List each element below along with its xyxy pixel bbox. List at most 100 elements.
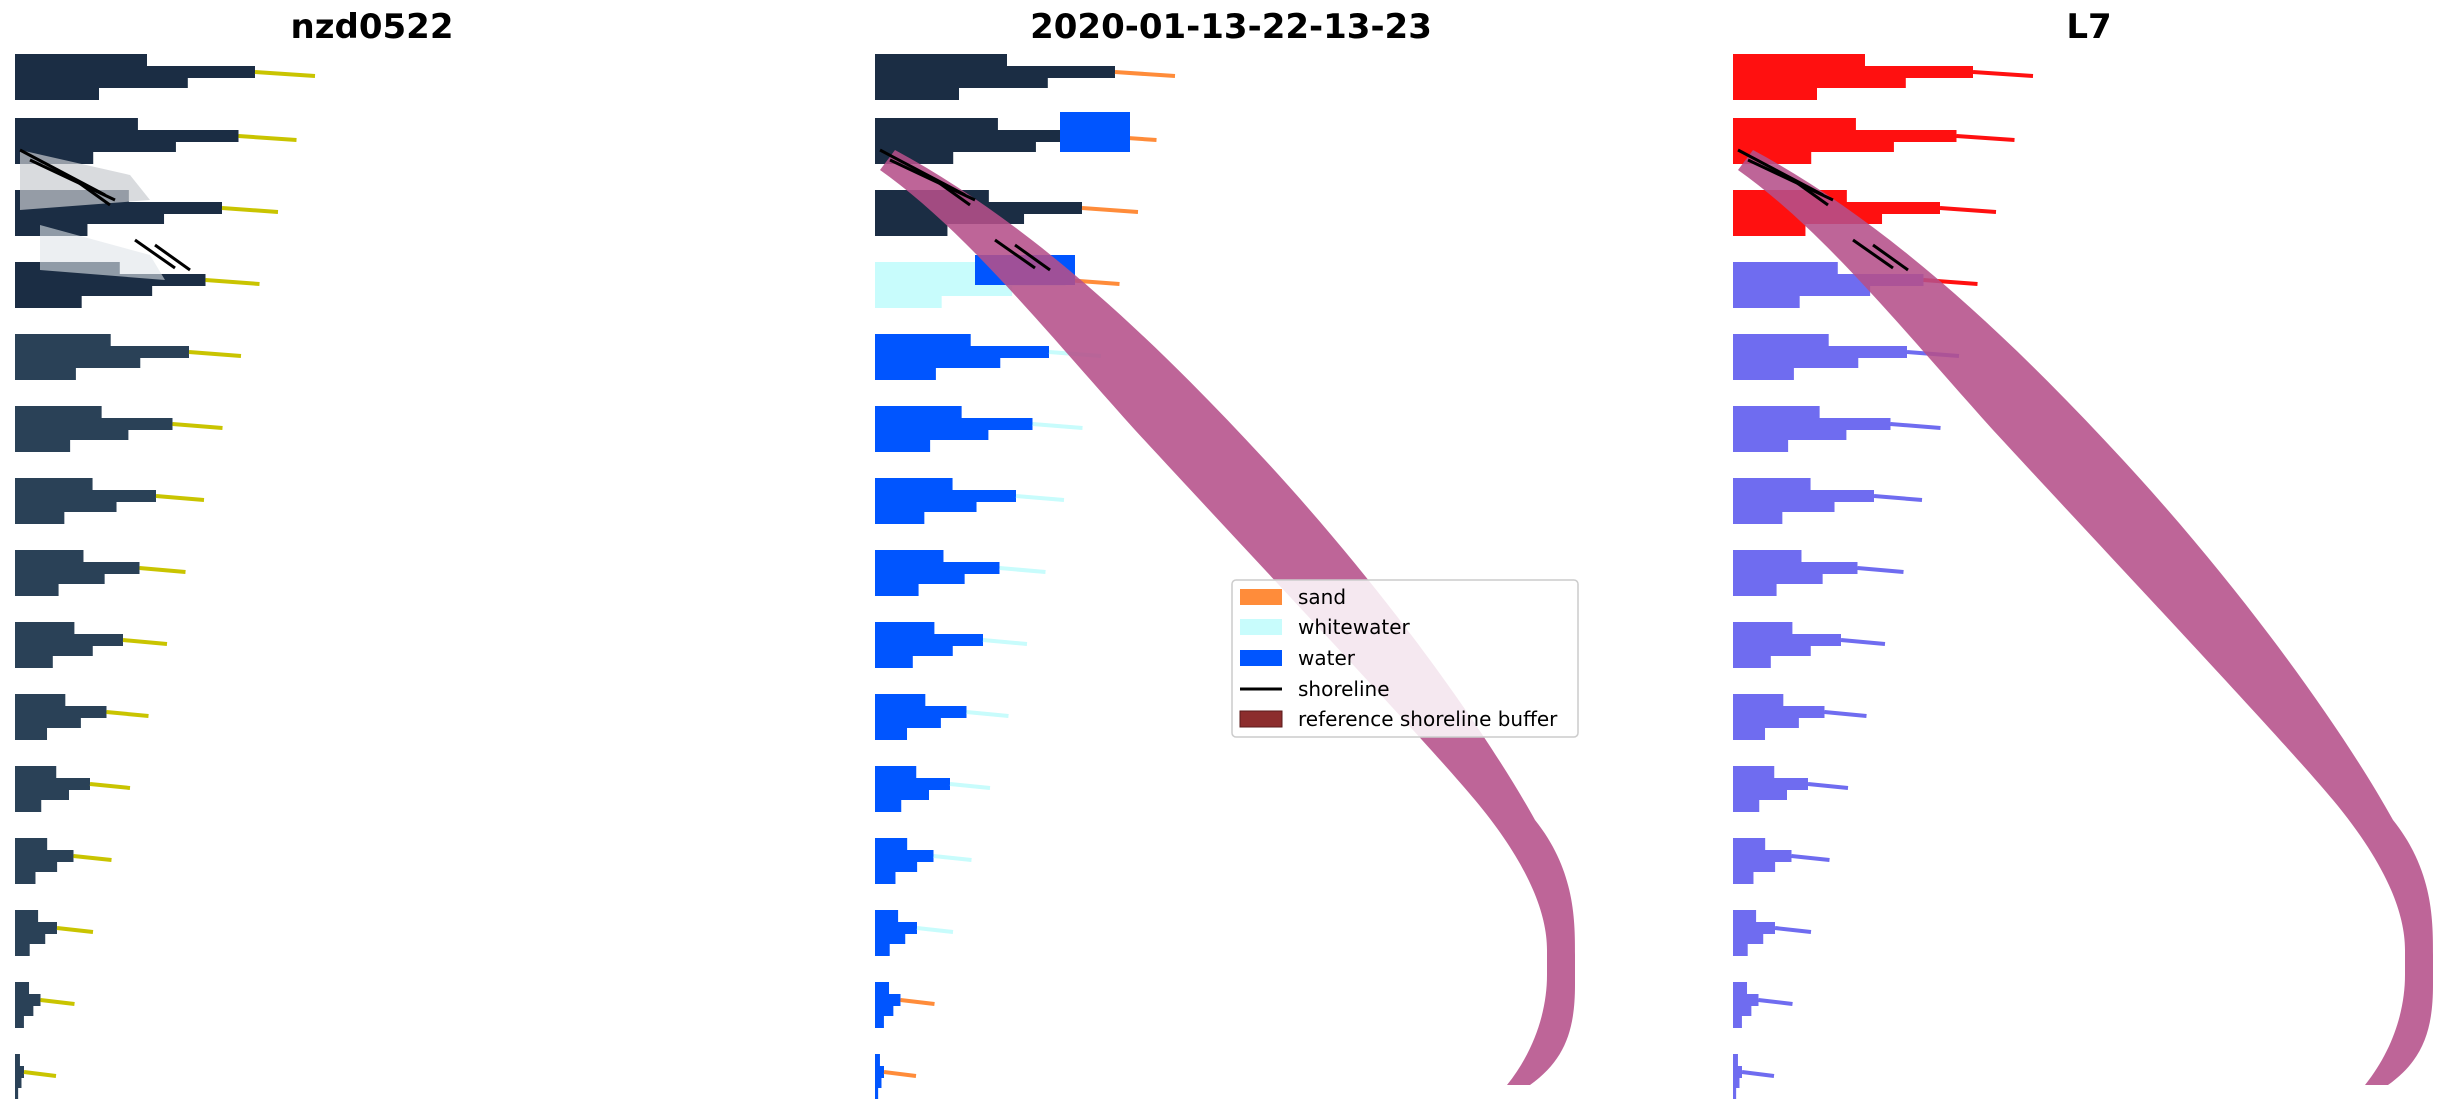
legend-buffer-label: reference shoreline buffer [1298, 707, 1558, 731]
rgb-strip [15, 694, 107, 740]
index-strip-tip [1791, 854, 1830, 862]
rgb-strip-tip [89, 782, 131, 790]
rgb-strip-tip [254, 70, 316, 78]
index-strip [1733, 406, 1891, 452]
index-strip [1733, 982, 1759, 1028]
legend-sand-swatch [1240, 589, 1282, 605]
legend-sand-label: sand [1298, 585, 1346, 609]
rgb-strip [15, 54, 255, 100]
shoreline-segment [934, 178, 971, 207]
class-strip [875, 334, 1049, 380]
index-strip-tip [1939, 206, 1997, 214]
class-strip [875, 406, 1033, 452]
rgb-strip-tip [221, 206, 279, 214]
panel-2-title: 2020-01-13-22-13-23 [1030, 7, 1432, 47]
class-strip [875, 766, 950, 812]
index-strip-tip [1741, 1070, 1775, 1078]
legend-buffer-swatch [1239, 710, 1283, 728]
index-strip [1733, 694, 1825, 740]
index-strip-tip [1890, 422, 1941, 430]
class-strip [875, 478, 1016, 524]
rgb-strip [15, 1054, 24, 1099]
shoreline-segment [1747, 158, 1834, 202]
class-strip-tip [900, 998, 935, 1006]
rgb-strip-tip [188, 350, 242, 358]
rgb-strip [15, 478, 156, 524]
legend-water-label: water [1298, 646, 1356, 670]
water-region [1060, 112, 1130, 152]
rgb-strip [15, 982, 41, 1028]
rgb-strip [15, 334, 189, 380]
class-strip-tip [966, 710, 1009, 718]
rgb-image-panel [15, 54, 316, 1099]
class-strip-tip [1081, 206, 1139, 214]
legend-whitewater-label: whitewater [1298, 615, 1410, 639]
class-strip-tip [916, 926, 954, 934]
index-strip-tip [1824, 710, 1867, 718]
panel-1-title: nzd0522 [291, 7, 454, 47]
rgb-strip [15, 622, 123, 668]
glare-patch [20, 150, 150, 210]
legend-shoreline-label: shoreline [1298, 677, 1390, 701]
class-strip [875, 54, 1115, 100]
class-strip [875, 550, 1000, 596]
shoreline-segment [1014, 243, 1051, 272]
class-strip-tip [949, 782, 991, 790]
rgb-strip-tip [155, 494, 205, 502]
index-strip [1733, 1054, 1742, 1099]
class-strip-tip [883, 1070, 917, 1078]
rgb-strip [15, 550, 140, 596]
index-strip [1733, 766, 1808, 812]
class-strip [875, 838, 934, 884]
index-strip-tip [1972, 70, 2034, 78]
class-strip-tip [982, 638, 1028, 646]
index-strip-tip [1840, 638, 1886, 646]
shoreline-segment [889, 158, 976, 202]
shoreline-segment [1872, 243, 1909, 272]
class-strip [875, 622, 983, 668]
shoreline-segment [29, 158, 116, 202]
rgb-strip-tip [73, 854, 112, 862]
shoreline-segment [1852, 238, 1894, 270]
legend-water-swatch [1240, 650, 1282, 666]
index-strip [1733, 838, 1792, 884]
rgb-strip-tip [56, 926, 94, 934]
shoreline-segment [1792, 178, 1829, 207]
index-strip-tip [1807, 782, 1849, 790]
rgb-strip-tip [122, 638, 168, 646]
rgb-strip-tip [238, 134, 297, 142]
legend-whitewater-swatch [1240, 619, 1282, 635]
class-strip-tip [1114, 70, 1176, 78]
class-strip [875, 910, 917, 956]
class-strip [875, 982, 901, 1028]
class-strip-tip [933, 854, 972, 862]
class-strip [875, 694, 967, 740]
class-strip [875, 1054, 884, 1099]
legend: sand whitewater water shoreline referenc… [1231, 579, 1579, 738]
index-strip [1733, 550, 1858, 596]
index-strip-tip [1873, 494, 1923, 502]
class-strip-tip [1032, 422, 1083, 430]
shoreline-segment [74, 178, 111, 207]
index-strip [1733, 54, 1973, 100]
rgb-strip [15, 838, 74, 884]
glare-patch [40, 225, 165, 280]
legend-frame [1231, 579, 1579, 738]
rgb-strip-tip [40, 998, 75, 1006]
index-strip [1733, 262, 1924, 308]
panel-3-title: L7 [2066, 7, 2111, 47]
index-strip [1733, 118, 1957, 164]
class-strip [875, 118, 1099, 164]
rgb-strip [15, 262, 206, 308]
rgb-strip [15, 910, 57, 956]
rgb-strip-tip [172, 422, 223, 430]
rgb-strip-tip [205, 278, 260, 286]
rgb-strip [15, 118, 239, 164]
index-strip [1733, 478, 1874, 524]
rgb-strip-tip [106, 710, 149, 718]
shoreline-segment [154, 243, 191, 272]
index-image-panel [1733, 54, 2433, 1099]
class-strip-tip [1015, 494, 1065, 502]
index-strip-tip [1857, 566, 1904, 574]
